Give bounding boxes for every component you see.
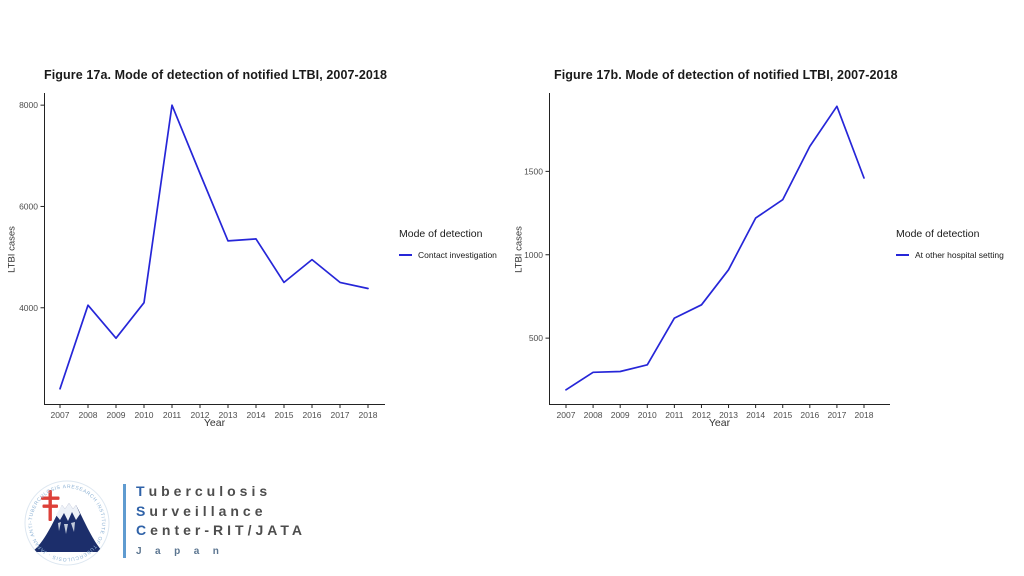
logo-line-rest: uberculosis xyxy=(148,483,272,499)
y-tick-label: 8000 xyxy=(19,100,38,110)
legend-17b: Mode of detection At other hospital sett… xyxy=(896,228,1004,260)
legend-item: Contact investigation xyxy=(399,250,497,260)
legend-item-label: Contact investigation xyxy=(418,250,497,260)
x-tick-label: 2016 xyxy=(303,410,322,420)
x-tick-label: 2017 xyxy=(331,410,350,420)
x-tick-label: 2007 xyxy=(51,410,70,420)
x-tick-label: 2008 xyxy=(584,410,603,420)
x-tick-label: 2012 xyxy=(692,410,711,420)
x-tick-label: 2014 xyxy=(247,410,266,420)
y-axis-label-17b: LTBI cases xyxy=(513,226,525,273)
figure-17b: Figure 17b. Mode of detection of notifie… xyxy=(512,60,1024,460)
legend-item: At other hospital setting xyxy=(896,250,1004,260)
x-tick-label: 2015 xyxy=(275,410,294,420)
x-tick-label: 2011 xyxy=(163,410,182,420)
x-tick-label: 2018 xyxy=(359,410,378,420)
tsc-logo: RESEARCH INSTITUTE OF TUBERCULOSIS · JAP… xyxy=(23,476,313,570)
logo-separator xyxy=(123,484,126,558)
series-line xyxy=(59,104,369,390)
x-tick-label: 2011 xyxy=(665,410,684,420)
rit-jata-seal-icon: RESEARCH INSTITUTE OF TUBERCULOSIS · JAP… xyxy=(23,478,110,566)
chart-title-17b: Figure 17b. Mode of detection of notifie… xyxy=(554,68,898,82)
logo-initial: C xyxy=(136,522,151,538)
series-line xyxy=(565,105,865,391)
x-tick-label: 2009 xyxy=(611,410,630,420)
legend-17a: Mode of detection Contact investigation xyxy=(399,228,497,260)
logo-initial: S xyxy=(136,502,150,519)
logo-line-japan: Japan xyxy=(136,545,233,557)
logo-line-center: Center-RIT/JATA xyxy=(136,521,306,541)
y-axis-ticks: 500 1000 1500 xyxy=(524,166,549,343)
line-chart-17a: 4000 6000 8000 2007 2008 2009 2010 2011 2012 2013… xyxy=(19,93,385,420)
legend-title: Mode of detection xyxy=(896,228,980,240)
logo-line-rest: enter-RIT/JATA xyxy=(150,522,306,538)
lorraine-cross-icon xyxy=(41,490,60,521)
mount-fuji-icon xyxy=(32,503,103,552)
y-tick-label: 1500 xyxy=(524,166,543,176)
legend-item-label: At other hospital setting xyxy=(915,250,1004,260)
x-tick-label: 2010 xyxy=(638,410,657,420)
figure-17a: Figure 17a. Mode of detection of notifie… xyxy=(0,60,512,460)
x-axis-ticks: 2007 2008 2009 2010 2011 2012 2013 2014 2015 2016… xyxy=(557,404,874,420)
x-tick-label: 2012 xyxy=(191,410,210,420)
x-tick-label: 2007 xyxy=(557,410,576,420)
x-tick-label: 2014 xyxy=(746,410,765,420)
logo-line-tuberculosis: Tuberculosis xyxy=(136,482,306,502)
logo-line-surveillance: Surveillance xyxy=(136,502,306,522)
x-tick-label: 2016 xyxy=(800,410,819,420)
x-tick-label: 2013 xyxy=(219,410,238,420)
y-tick-label: 500 xyxy=(529,333,543,343)
y-tick-label: 6000 xyxy=(19,201,38,211)
x-tick-label: 2013 xyxy=(719,410,738,420)
x-axis-label-17a: Year xyxy=(203,417,226,429)
chart-title-17a: Figure 17a. Mode of detection of notifie… xyxy=(44,68,388,82)
y-tick-label: 4000 xyxy=(19,303,38,313)
x-axis-ticks: 2007 2008 2009 2010 2011 2012 2013 2014 2015 2016… xyxy=(51,404,378,420)
y-tick-label: 1000 xyxy=(524,250,543,260)
x-tick-label: 2009 xyxy=(107,410,126,420)
y-axis-ticks: 4000 6000 8000 xyxy=(19,100,44,313)
logo-line-rest: urveillance xyxy=(149,502,267,519)
x-tick-label: 2008 xyxy=(79,410,98,420)
x-tick-label: 2017 xyxy=(827,410,846,420)
logo-text-block: Tuberculosis Surveillance Center-RIT/JAT… xyxy=(136,482,306,557)
x-tick-label: 2015 xyxy=(773,410,792,420)
legend-line-swatch xyxy=(896,254,909,256)
x-tick-label: 2018 xyxy=(855,410,874,420)
y-axis-label-17a: LTBI cases xyxy=(6,226,18,273)
logo-initial: T xyxy=(136,483,149,499)
legend-title: Mode of detection xyxy=(399,228,483,240)
x-tick-label: 2010 xyxy=(135,410,154,420)
x-axis-label-17b: Year xyxy=(708,417,731,429)
legend-line-swatch xyxy=(399,254,412,256)
